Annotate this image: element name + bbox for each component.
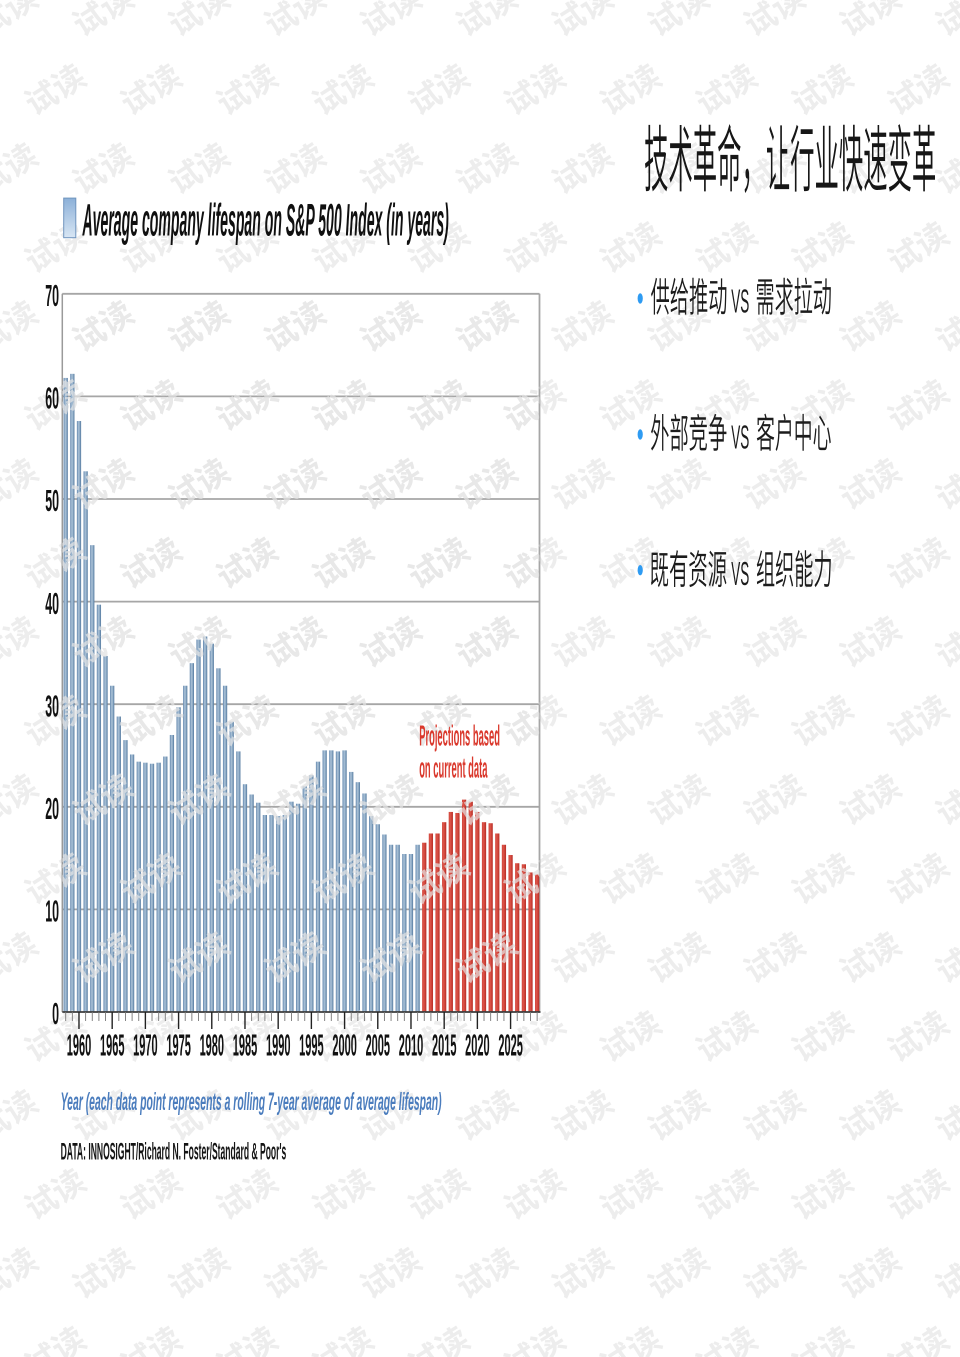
svg-text:Projections based: Projections based [419,718,500,752]
svg-text:2005: 2005 [366,1028,391,1063]
svg-text:1965: 1965 [100,1028,125,1063]
svg-text:Average company lifespan on S&: Average company lifespan on S&P 500 Inde… [82,197,449,247]
svg-text:1960: 1960 [67,1028,91,1063]
svg-text:1985: 1985 [233,1028,258,1063]
svg-text:1995: 1995 [299,1028,324,1063]
svg-text:on current data: on current data [419,751,488,785]
svg-text:2000: 2000 [332,1028,356,1063]
svg-text:40: 40 [45,588,59,622]
svg-text:2020: 2020 [465,1028,489,1063]
svg-text:VS: VS [731,556,749,593]
svg-text:50: 50 [45,485,59,519]
svg-text:VS: VS [731,420,749,457]
svg-text:60: 60 [45,382,59,416]
svg-text:20: 20 [45,793,59,827]
svg-text:2010: 2010 [399,1028,423,1063]
svg-text:2015: 2015 [432,1028,457,1063]
svg-text:DATA: INNOSIGHT/Richard N. Fos: DATA: INNOSIGHT/Richard N. Foster/Standa… [61,1138,287,1165]
svg-text:1980: 1980 [200,1028,224,1063]
svg-text:Year (each data point represen: Year (each data point represents a rolli… [61,1089,442,1116]
svg-text:0: 0 [52,998,59,1032]
svg-text:30: 30 [45,690,59,724]
svg-text:VS: VS [731,284,749,321]
svg-text:1975: 1975 [166,1028,191,1063]
svg-text:1970: 1970 [133,1028,157,1063]
svg-text:1990: 1990 [266,1028,290,1063]
svg-text:70: 70 [45,280,59,314]
svg-text:2025: 2025 [498,1028,523,1063]
svg-text:10: 10 [45,895,59,929]
